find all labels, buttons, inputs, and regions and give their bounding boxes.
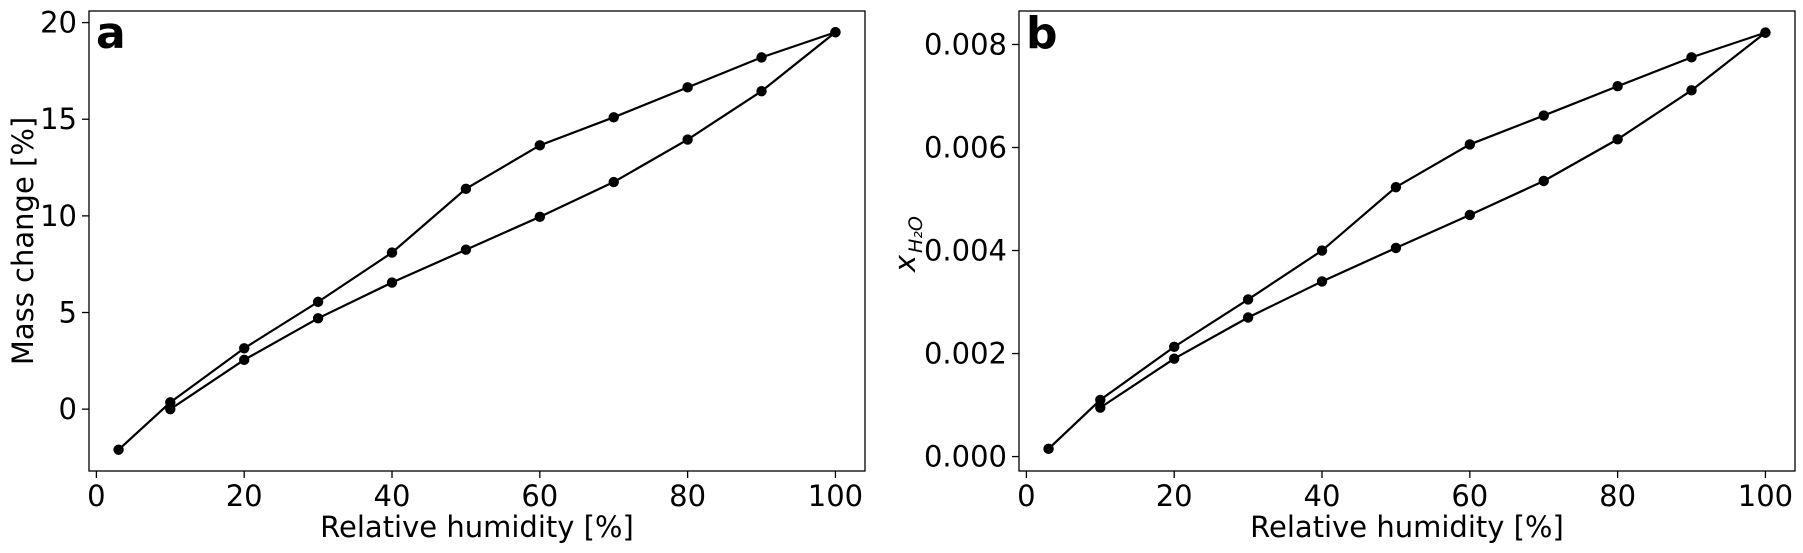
tick-group: 0 20 40 60 80 100 0 5 10 15 20: [40, 6, 863, 513]
data-point: [1095, 402, 1106, 413]
data-point: [1464, 209, 1476, 221]
data-point: [113, 444, 124, 455]
x-tick-label: 0: [87, 479, 105, 513]
data-point: [1686, 52, 1697, 63]
data-point: [1169, 341, 1180, 353]
data-point: [756, 86, 767, 97]
y-tick-label: 0.008: [924, 27, 1007, 61]
data-point: [1612, 134, 1623, 145]
data-point: [1095, 394, 1106, 406]
series-line-2: [169, 31, 837, 411]
data-point: [460, 183, 472, 195]
data-point: [1242, 312, 1254, 323]
panel-label: b: [1026, 8, 1058, 59]
y-axis-label: x H₂O: [888, 216, 927, 273]
data-point: [312, 296, 324, 308]
data-point: [534, 211, 546, 223]
data-point: [165, 403, 176, 415]
data-point: [386, 277, 398, 288]
x-tick-label: 20: [226, 479, 263, 513]
y-tick-label: 0: [59, 392, 77, 426]
tick-group: 0 20 40 60 80 100 0.000 0.002 0.004 0.006 0.008: [924, 27, 1793, 513]
y-axis-label: Mass change [%]: [6, 117, 40, 365]
data-point: [682, 82, 693, 93]
data-point: [682, 134, 693, 145]
x-tick-label: 100: [1738, 479, 1793, 513]
x-tick-label: 60: [1451, 479, 1488, 513]
panel-a-mass-change-chart: 0 20 40 60 80 100 0 5 10 15 20 a Relative humidity…: [6, 6, 866, 544]
x-tick-label: 40: [374, 479, 411, 513]
y-axis-label-main: x: [888, 254, 922, 273]
x-tick-label: 80: [1599, 479, 1636, 513]
data-point: [1464, 139, 1476, 150]
data-point: [756, 52, 767, 63]
data-point: [534, 140, 546, 151]
data-point: [239, 354, 250, 366]
y-tick-label: 5: [59, 296, 77, 330]
data-point: [1169, 353, 1180, 364]
data-point: [1612, 81, 1623, 92]
data-point: [386, 247, 398, 258]
series-group: [113, 27, 841, 455]
x-tick-label: 20: [1156, 479, 1193, 513]
data-point: [1538, 175, 1549, 187]
x-tick-label: 100: [808, 479, 863, 513]
x-axis-label: Relative humidity [%]: [320, 510, 634, 544]
series-group: [1043, 27, 1771, 455]
data-point: [1390, 181, 1402, 193]
y-tick-label: 0.004: [924, 234, 1007, 268]
series-line-1: [117, 31, 836, 451]
data-point: [1316, 245, 1328, 256]
data-point: [1043, 443, 1054, 455]
data-point: [1390, 242, 1402, 254]
data-point: [1538, 110, 1549, 121]
data-point: [830, 27, 841, 38]
y-tick-label: 10: [40, 199, 77, 233]
data-point: [1760, 27, 1771, 38]
data-point: [460, 244, 472, 255]
x-tick-label: 80: [669, 479, 706, 513]
series-line-1: [1047, 31, 1766, 450]
x-tick-label: 0: [1017, 479, 1035, 513]
y-tick-label: 0.006: [924, 131, 1007, 165]
data-point: [608, 176, 619, 188]
y-axis-label-subscript: H₂O: [905, 216, 927, 253]
plot-frame: [1018, 10, 1796, 472]
data-point: [1686, 85, 1697, 96]
y-tick-label: 20: [40, 6, 77, 40]
y-tick-label: 0.002: [924, 337, 1007, 371]
y-tick-label: 15: [40, 102, 77, 136]
x-axis-label: Relative humidity [%]: [1250, 510, 1564, 544]
data-point: [239, 343, 250, 354]
series-line-2: [1099, 31, 1767, 409]
plot-frame: [88, 10, 866, 472]
data-point: [1242, 294, 1254, 305]
panel-label: a: [96, 8, 126, 59]
x-tick-label: 60: [521, 479, 558, 513]
data-point: [1316, 276, 1328, 287]
data-point: [312, 313, 324, 324]
data-point: [608, 112, 619, 123]
x-tick-label: 40: [1304, 479, 1341, 513]
y-tick-label: 0.000: [924, 440, 1007, 474]
